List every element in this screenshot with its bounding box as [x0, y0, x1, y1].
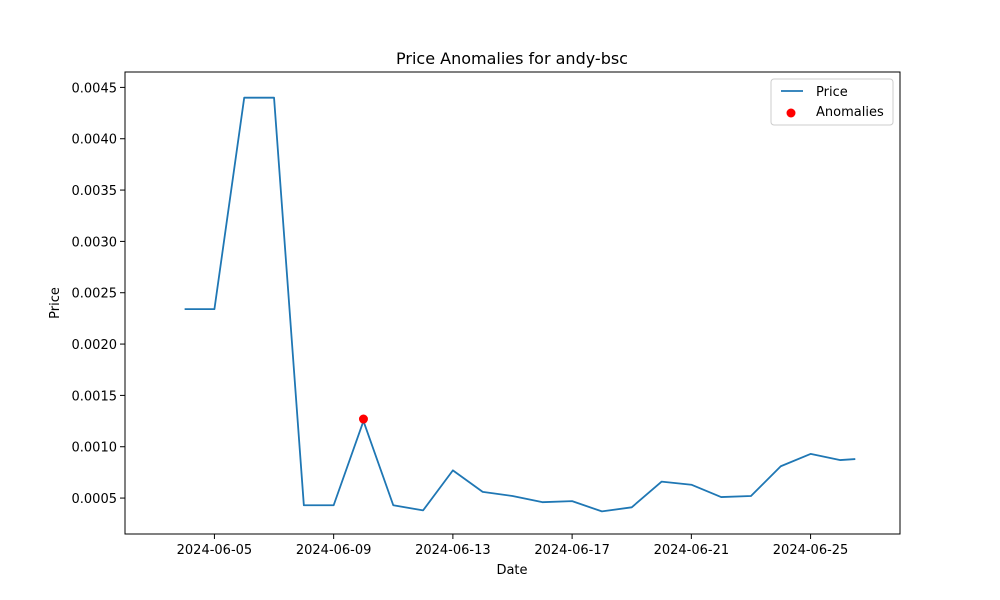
legend-price-label: Price — [816, 85, 848, 100]
legend-anomalies-label: Anomalies — [816, 105, 884, 120]
y-tick-label: 0.0015 — [72, 389, 118, 404]
y-tick-label: 0.0035 — [72, 184, 118, 199]
series-layer — [184, 96, 856, 513]
x-tick-label: 2024-06-09 — [296, 543, 372, 558]
y-tick-label: 0.0010 — [72, 441, 118, 456]
y-tick-label: 0.0005 — [72, 492, 118, 507]
anomaly-point — [358, 414, 368, 424]
y-tick-label: 0.0040 — [72, 133, 118, 148]
plot-area — [124, 71, 901, 535]
x-tick-label: 2024-06-13 — [415, 543, 491, 558]
x-axis-label: Date — [496, 563, 527, 578]
y-axis-label: Price — [48, 287, 63, 319]
chart-title: Price Anomalies for andy-bsc — [396, 49, 628, 68]
x-tick-label: 2024-06-05 — [177, 543, 253, 558]
x-axis-ticks: 2024-06-05 2024-06-09 2024-06-13 2024-06-17… — [177, 534, 849, 558]
price-line — [184, 96, 856, 513]
x-tick-label: 2024-06-25 — [773, 543, 849, 558]
y-axis-ticks: 0.0005 0.0010 0.0015 0.0020 0.0025 0.0030 0.00… — [72, 81, 125, 507]
x-tick-label: 2024-06-17 — [534, 543, 610, 558]
y-tick-label: 0.0045 — [72, 81, 118, 96]
legend-anomalies-swatch — [786, 108, 796, 118]
plot-frame — [124, 71, 901, 535]
y-tick-label: 0.0030 — [72, 235, 118, 250]
legend: Price Anomalies — [770, 78, 894, 126]
y-tick-label: 0.0025 — [72, 287, 118, 302]
x-tick-label: 2024-06-21 — [654, 543, 730, 558]
y-tick-label: 0.0020 — [72, 338, 118, 353]
